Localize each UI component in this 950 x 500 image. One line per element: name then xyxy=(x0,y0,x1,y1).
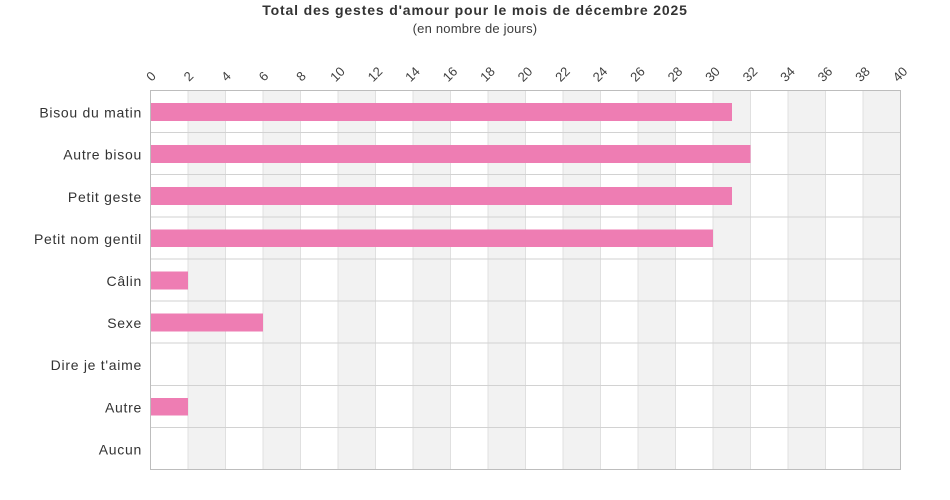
svg-text:32: 32 xyxy=(740,64,761,85)
svg-text:Bisou du matin: Bisou du matin xyxy=(39,105,142,121)
svg-text:Total des gestes d'amour pour: Total des gestes d'amour pour le mois de… xyxy=(262,2,688,18)
svg-text:36: 36 xyxy=(815,64,836,85)
svg-text:34: 34 xyxy=(777,64,798,85)
svg-text:20: 20 xyxy=(515,64,536,85)
svg-text:10: 10 xyxy=(327,64,348,85)
svg-text:12: 12 xyxy=(365,64,386,85)
svg-text:8: 8 xyxy=(293,68,309,84)
svg-text:22: 22 xyxy=(552,64,573,85)
svg-text:Petit geste: Petit geste xyxy=(68,189,142,205)
svg-text:14: 14 xyxy=(402,64,423,85)
svg-text:Dire je t'aime: Dire je t'aime xyxy=(51,357,142,373)
svg-text:40: 40 xyxy=(890,64,911,85)
svg-text:24: 24 xyxy=(590,64,611,85)
svg-text:0: 0 xyxy=(143,68,159,84)
svg-text:Câlin: Câlin xyxy=(106,273,142,289)
svg-text:Aucun: Aucun xyxy=(99,441,142,457)
svg-text:(en nombre de jours): (en nombre de jours) xyxy=(413,21,538,36)
svg-text:6: 6 xyxy=(256,68,272,84)
svg-text:4: 4 xyxy=(218,68,234,84)
svg-text:16: 16 xyxy=(440,64,461,85)
svg-text:30: 30 xyxy=(702,64,723,85)
svg-text:Autre: Autre xyxy=(105,399,142,415)
svg-text:Autre bisou: Autre bisou xyxy=(63,147,142,163)
svg-text:2: 2 xyxy=(181,68,197,84)
svg-text:Sexe: Sexe xyxy=(107,315,142,331)
svg-text:38: 38 xyxy=(852,64,873,85)
svg-text:28: 28 xyxy=(665,64,686,85)
svg-text:Petit nom gentil: Petit nom gentil xyxy=(34,231,142,247)
svg-text:26: 26 xyxy=(627,64,648,85)
svg-text:18: 18 xyxy=(477,64,498,85)
